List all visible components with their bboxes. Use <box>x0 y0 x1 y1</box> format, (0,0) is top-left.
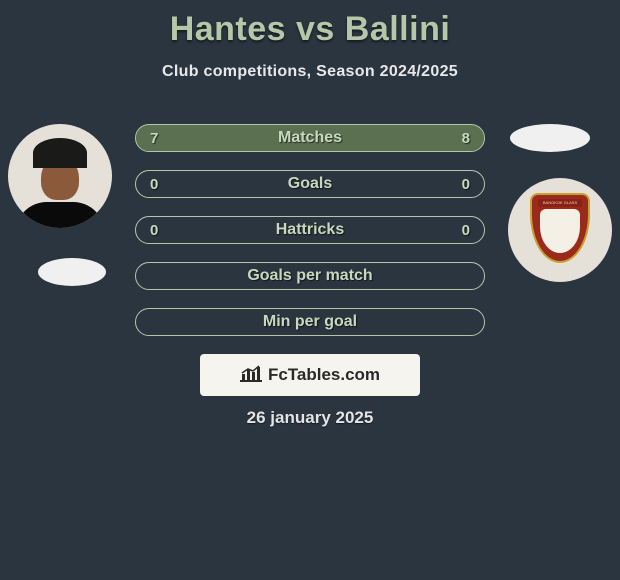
stat-value-left: 0 <box>150 222 158 239</box>
crest-ribbon-text: BANGKOK GLASS <box>538 199 582 207</box>
stat-label: Hattricks <box>276 221 344 239</box>
stat-value-left: 7 <box>150 130 158 147</box>
stats-bars: 7 Matches 8 0 Goals 0 0 Hattricks 0 Goal… <box>135 124 485 354</box>
stat-bar: 7 Matches 8 <box>135 124 485 152</box>
player-right-club-badge <box>510 124 590 152</box>
stat-label: Matches <box>278 129 342 147</box>
brand-text: FcTables.com <box>268 365 380 385</box>
stat-label: Goals per match <box>247 267 372 285</box>
stat-label: Goals <box>288 175 332 193</box>
player-left-club-badge <box>38 258 106 286</box>
stat-label: Min per goal <box>263 313 357 331</box>
stat-value-right: 0 <box>462 222 470 239</box>
stat-fill-left <box>136 125 296 151</box>
player-right-avatar: BANGKOK GLASS <box>508 178 612 282</box>
player-left-avatar <box>8 124 112 228</box>
stat-value-right: 0 <box>462 176 470 193</box>
avatar-hair-shape <box>33 138 87 168</box>
crest-shield-shape: BANGKOK GLASS <box>530 193 590 263</box>
snapshot-date: 26 january 2025 <box>0 408 620 428</box>
stat-bar: 0 Goals 0 <box>135 170 485 198</box>
comparison-subtitle: Club competitions, Season 2024/2025 <box>0 63 620 81</box>
avatar-body-shape <box>15 202 105 228</box>
crest-inner-shape <box>540 209 580 253</box>
stat-bar: Goals per match <box>135 262 485 290</box>
club-crest: BANGKOK GLASS <box>530 193 590 267</box>
brand-box[interactable]: FcTables.com <box>200 354 420 396</box>
stat-value-left: 0 <box>150 176 158 193</box>
stat-bar: Min per goal <box>135 308 485 336</box>
stat-bar: 0 Hattricks 0 <box>135 216 485 244</box>
chart-icon <box>240 364 262 387</box>
comparison-title: Hantes vs Ballini <box>0 0 620 49</box>
avatar-face-shape <box>41 156 79 200</box>
stat-value-right: 8 <box>462 130 470 147</box>
